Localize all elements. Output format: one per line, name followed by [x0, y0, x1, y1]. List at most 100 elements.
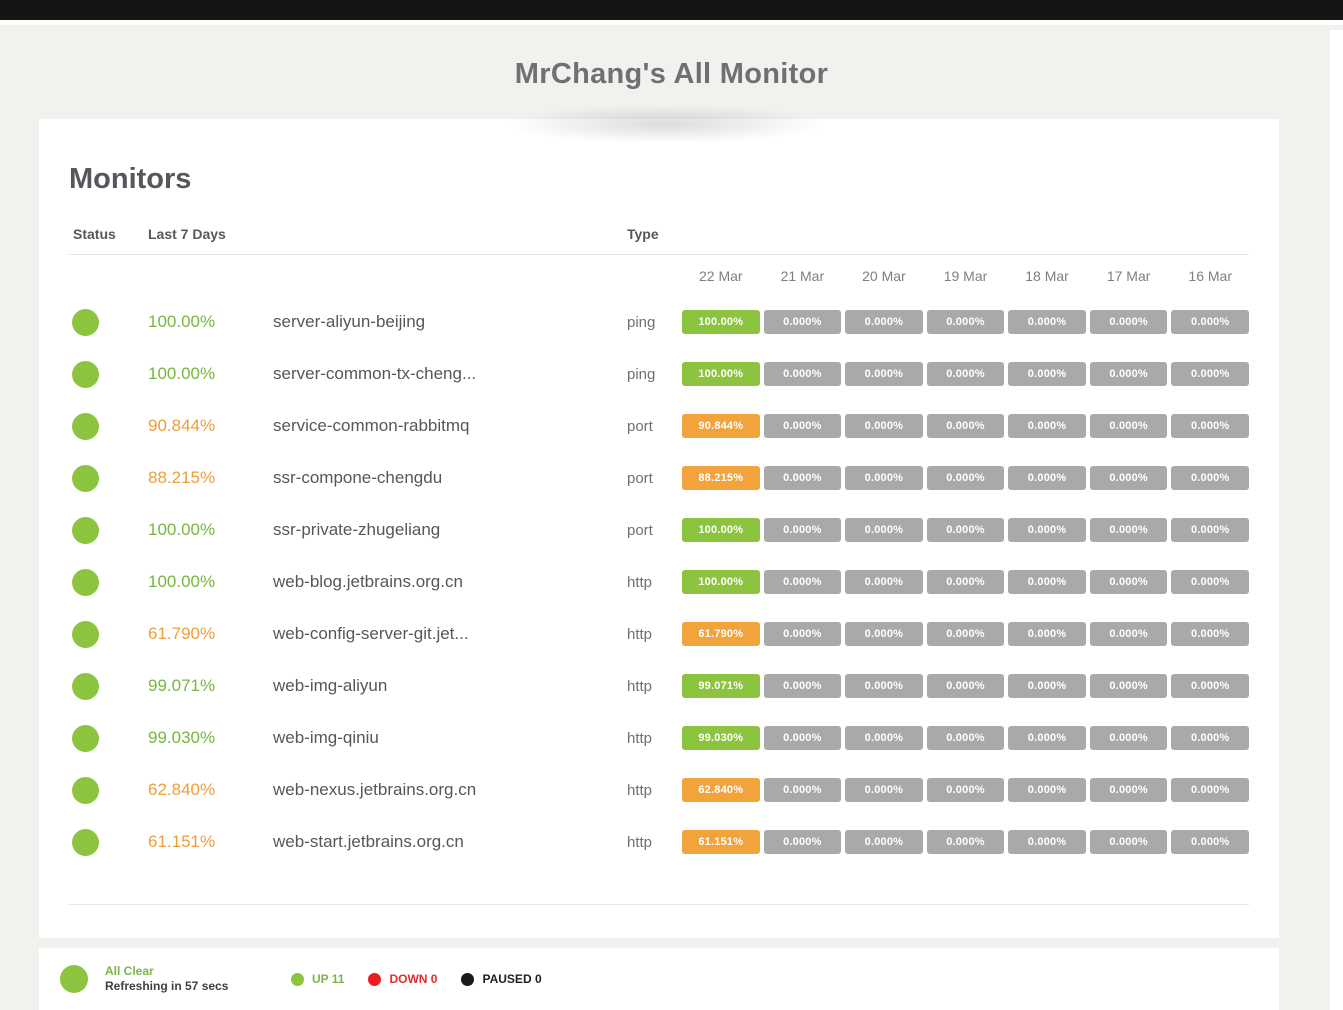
day-uptime-badge[interactable]: 0.000%	[926, 778, 1005, 802]
day-uptime-badge[interactable]: 0.000%	[1171, 570, 1249, 594]
monitor-row[interactable]: 61.151% web-start.jetbrains.org.cn http …	[69, 816, 1249, 868]
monitor-name[interactable]: web-img-aliyun	[273, 676, 388, 695]
day-uptime-badge[interactable]: 100.00%	[682, 518, 760, 542]
day-uptime-badge[interactable]: 0.000%	[845, 466, 923, 490]
day-uptime-badge[interactable]: 0.000%	[926, 414, 1005, 438]
monitor-row[interactable]: 99.071% web-img-aliyun http 99.071% 0.000…	[69, 660, 1249, 712]
day-uptime-badge[interactable]: 0.000%	[763, 414, 842, 438]
day-uptime-badge[interactable]: 0.000%	[1171, 778, 1249, 802]
day-uptime-badge[interactable]: 0.000%	[1008, 674, 1086, 698]
day-uptime-badge[interactable]: 0.000%	[1171, 518, 1249, 542]
day-uptime-badge[interactable]: 0.000%	[845, 674, 923, 698]
monitor-name[interactable]: web-config-server-git.jet...	[273, 624, 469, 643]
day-uptime-badge[interactable]: 0.000%	[926, 570, 1005, 594]
day-uptime-badge[interactable]: 99.071%	[682, 674, 760, 698]
day-uptime-badge[interactable]: 88.215%	[682, 466, 760, 490]
day-uptime-badge[interactable]: 0.000%	[1171, 414, 1249, 438]
day-uptime-badge[interactable]: 0.000%	[1171, 362, 1249, 386]
day-uptime-badge[interactable]: 0.000%	[1008, 310, 1086, 334]
monitor-name[interactable]: server-aliyun-beijing	[273, 312, 426, 331]
monitor-row[interactable]: 100.00% web-blog.jetbrains.org.cn http 1…	[69, 556, 1249, 608]
day-uptime-badge[interactable]: 0.000%	[1089, 570, 1168, 594]
day-uptime-badge[interactable]: 0.000%	[1008, 570, 1086, 594]
day-uptime-badge[interactable]: 0.000%	[845, 622, 923, 646]
day-uptime-badge[interactable]: 0.000%	[1171, 674, 1249, 698]
day-uptime-badge[interactable]: 0.000%	[1089, 726, 1168, 750]
day-uptime-badge[interactable]: 0.000%	[926, 726, 1005, 750]
day-uptime-badge[interactable]: 0.000%	[926, 310, 1005, 334]
day-uptime-badge[interactable]: 0.000%	[845, 414, 923, 438]
day-uptime-badge[interactable]: 0.000%	[926, 362, 1005, 386]
monitor-name[interactable]: web-start.jetbrains.org.cn	[273, 832, 464, 851]
monitor-name[interactable]: ssr-compone-chengdu	[273, 468, 443, 487]
day-uptime-badge[interactable]: 61.790%	[682, 622, 760, 646]
day-uptime-badge[interactable]: 0.000%	[845, 778, 923, 802]
scrollbar[interactable]	[1330, 30, 1343, 1010]
day-uptime-badge[interactable]: 0.000%	[1089, 830, 1168, 854]
day-uptime-badge[interactable]: 0.000%	[1008, 518, 1086, 542]
monitor-row[interactable]: 99.030% web-img-qiniu http 99.030% 0.000%…	[69, 712, 1249, 764]
day-uptime-badge[interactable]: 0.000%	[1171, 830, 1249, 854]
monitor-row[interactable]: 100.00% ssr-private-zhugeliang port 100.…	[69, 504, 1249, 556]
day-uptime-badge[interactable]: 0.000%	[1089, 414, 1168, 438]
day-uptime-badge[interactable]: 0.000%	[845, 726, 923, 750]
monitor-name[interactable]: service-common-rabbitmq	[273, 416, 470, 435]
day-uptime-badge[interactable]: 0.000%	[1171, 466, 1249, 490]
day-uptime-badge[interactable]: 100.00%	[682, 570, 760, 594]
day-uptime-badge[interactable]: 0.000%	[1089, 518, 1168, 542]
day-uptime-badge[interactable]: 0.000%	[845, 310, 923, 334]
day-uptime-badge[interactable]: 100.00%	[682, 310, 760, 334]
day-uptime-badge[interactable]: 100.00%	[682, 362, 760, 386]
day-uptime-badge[interactable]: 0.000%	[1089, 310, 1168, 334]
day-uptime-badge[interactable]: 0.000%	[1008, 362, 1086, 386]
day-uptime-badge[interactable]: 0.000%	[763, 778, 842, 802]
monitor-name[interactable]: web-nexus.jetbrains.org.cn	[273, 780, 477, 799]
monitor-row[interactable]: 62.840% web-nexus.jetbrains.org.cn http …	[69, 764, 1249, 816]
day-uptime-badge[interactable]: 0.000%	[1089, 778, 1168, 802]
monitor-row[interactable]: 61.790% web-config-server-git.jet... htt…	[69, 608, 1249, 660]
monitor-row[interactable]: 100.00% server-common-tx-cheng... ping 1…	[69, 348, 1249, 400]
day-uptime-badge[interactable]: 0.000%	[926, 518, 1005, 542]
day-uptime-badge[interactable]: 0.000%	[763, 310, 842, 334]
day-uptime-badge[interactable]: 0.000%	[1089, 466, 1168, 490]
day-uptime-badge[interactable]: 0.000%	[1089, 362, 1168, 386]
day-uptime-badge[interactable]: 0.000%	[763, 674, 842, 698]
day-uptime-badge[interactable]: 0.000%	[1089, 622, 1168, 646]
day-uptime-badge[interactable]: 0.000%	[1008, 778, 1086, 802]
day-uptime-badge[interactable]: 90.844%	[682, 414, 760, 438]
monitor-name[interactable]: web-blog.jetbrains.org.cn	[273, 572, 463, 591]
day-uptime-badge[interactable]: 99.030%	[682, 726, 760, 750]
day-uptime-badge[interactable]: 0.000%	[763, 830, 842, 854]
day-uptime-badge[interactable]: 0.000%	[1171, 726, 1249, 750]
monitor-name[interactable]: web-img-qiniu	[273, 728, 379, 747]
day-uptime-badge[interactable]: 62.840%	[682, 778, 760, 802]
day-uptime-badge[interactable]: 0.000%	[763, 518, 842, 542]
day-uptime-badge[interactable]: 0.000%	[763, 622, 842, 646]
day-uptime-badge[interactable]: 61.151%	[682, 830, 760, 854]
day-uptime-badge[interactable]: 0.000%	[1171, 622, 1249, 646]
day-uptime-badge[interactable]: 0.000%	[763, 466, 842, 490]
day-uptime-badge[interactable]: 0.000%	[845, 570, 923, 594]
day-uptime-badge[interactable]: 0.000%	[1008, 466, 1086, 490]
day-uptime-badge[interactable]: 0.000%	[763, 726, 842, 750]
day-uptime-badge[interactable]: 0.000%	[926, 622, 1005, 646]
day-uptime-badge[interactable]: 0.000%	[926, 466, 1005, 490]
monitor-row[interactable]: 100.00% server-aliyun-beijing ping 100.0…	[69, 296, 1249, 348]
monitor-name[interactable]: server-common-tx-cheng...	[273, 364, 477, 383]
day-uptime-badge[interactable]: 0.000%	[845, 362, 923, 386]
day-uptime-badge[interactable]: 0.000%	[1008, 414, 1086, 438]
day-uptime-badge[interactable]: 0.000%	[845, 518, 923, 542]
day-uptime-badge[interactable]: 0.000%	[926, 674, 1005, 698]
day-uptime-badge[interactable]: 0.000%	[926, 830, 1005, 854]
day-uptime-badge[interactable]: 0.000%	[1008, 830, 1086, 854]
day-uptime-badge[interactable]: 0.000%	[763, 570, 842, 594]
monitor-row[interactable]: 90.844% service-common-rabbitmq port 90.…	[69, 400, 1249, 452]
monitor-name[interactable]: ssr-private-zhugeliang	[273, 520, 441, 539]
day-uptime-badge[interactable]: 0.000%	[1171, 310, 1249, 334]
monitor-row[interactable]: 88.215% ssr-compone-chengdu port 88.215%…	[69, 452, 1249, 504]
day-uptime-badge[interactable]: 0.000%	[1089, 674, 1168, 698]
day-uptime-badge[interactable]: 0.000%	[1008, 622, 1086, 646]
day-uptime-badge[interactable]: 0.000%	[1008, 726, 1086, 750]
day-uptime-badge[interactable]: 0.000%	[763, 362, 842, 386]
day-uptime-badge[interactable]: 0.000%	[845, 830, 923, 854]
